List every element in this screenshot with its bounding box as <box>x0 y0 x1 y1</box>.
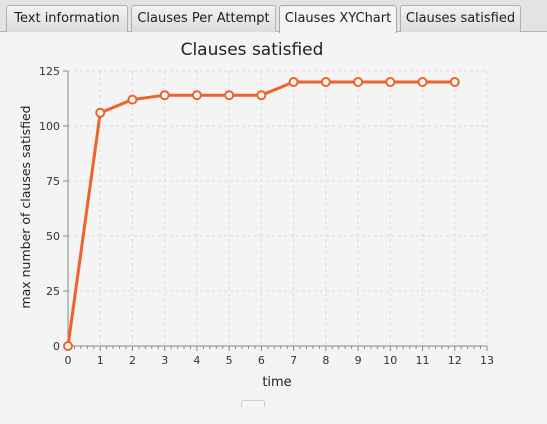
data-point <box>256 90 267 101</box>
chart-title: Clauses satisfied <box>181 40 324 60</box>
data-point <box>320 77 331 87</box>
tab-clauses-satisfied[interactable]: Clauses satisfied <box>400 5 521 32</box>
data-point <box>191 90 202 101</box>
y-tick-label: 100 <box>39 120 60 133</box>
x-tick-label: 3 <box>161 354 168 367</box>
data-point <box>127 94 138 105</box>
data-point <box>385 77 396 87</box>
x-tick-label: 10 <box>383 354 397 367</box>
data-point <box>288 77 299 87</box>
x-tick-label: 9 <box>355 354 362 367</box>
y-tick-label: 25 <box>46 285 60 298</box>
y-tick-label: 50 <box>46 230 60 243</box>
tab-bar: Text information Clauses Per Attempt Cla… <box>0 0 547 33</box>
x-tick-label: 5 <box>226 354 233 367</box>
x-axis-label: time <box>262 375 291 390</box>
y-tick-label: 0 <box>53 340 60 353</box>
data-point <box>63 341 73 351</box>
tab-clauses-per-attempt[interactable]: Clauses Per Attempt <box>131 5 276 32</box>
data-point <box>417 77 428 87</box>
x-tick-label: 11 <box>416 354 430 367</box>
x-tick-label: 8 <box>322 354 329 367</box>
chart-panel: Clauses satisfied 0 25 50 75 100 125 0 1 2 3 4 5 6 7 8… <box>0 33 547 420</box>
tab-text-information[interactable]: Text information <box>6 5 128 32</box>
data-point <box>224 90 235 101</box>
x-tick-label: 2 <box>129 354 136 367</box>
x-tick-label: 0 <box>65 354 72 367</box>
data-point <box>159 90 170 101</box>
x-tick-label: 7 <box>290 354 297 367</box>
data-point <box>449 77 460 87</box>
tab-clauses-xychart[interactable]: Clauses XYChart <box>279 5 397 33</box>
data-point <box>353 77 364 87</box>
y-tick-label: 125 <box>39 65 60 78</box>
data-point <box>95 107 106 118</box>
bottom-scroll-handle[interactable] <box>241 400 265 407</box>
x-tick-label: 12 <box>448 354 462 367</box>
x-tick-label: 13 <box>480 354 494 367</box>
chart-series <box>63 77 460 351</box>
x-tick-label: 4 <box>193 354 200 367</box>
y-tick-label: 75 <box>46 175 60 188</box>
chart-grid <box>68 70 488 346</box>
x-tick-label: 1 <box>97 354 104 367</box>
x-tick-label: 6 <box>258 354 265 367</box>
y-axis-label: max number of clauses satisfied <box>18 105 33 308</box>
